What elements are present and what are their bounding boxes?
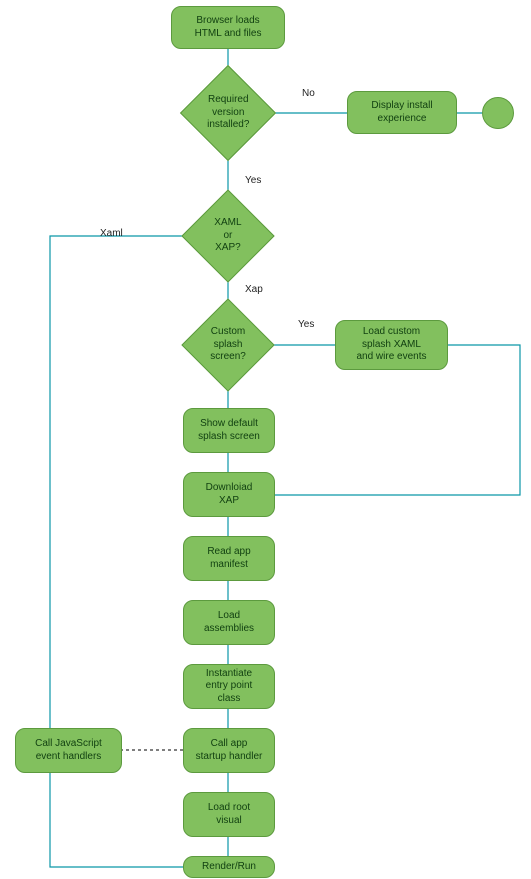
edge-label-l_yes2: Yes (298, 319, 314, 330)
node-n12: Instantiateentry pointclass (183, 664, 275, 709)
node-n3: Display installexperience (347, 91, 457, 134)
node-n6: Customsplashscreen? (181, 298, 274, 391)
node-n8: Show defaultsplash screen (183, 408, 275, 453)
edge-label-l_xaml: Xaml (100, 228, 123, 239)
node-n14: Call JavaScriptevent handlers (15, 728, 122, 773)
node-n13: Call appstartup handler (183, 728, 275, 773)
node-n9: DownloiadXAP (183, 472, 275, 517)
node-label: Display installexperience (371, 100, 432, 125)
node-label: Read appmanifest (207, 546, 250, 571)
node-label: Load rootvisual (208, 802, 250, 827)
node-n5: XAMLorXAP? (181, 189, 274, 282)
node-n2: Requiredversioninstalled? (180, 65, 276, 161)
node-n4 (482, 97, 514, 129)
node-label: Instantiateentry pointclass (206, 668, 253, 706)
node-label: Customsplashscreen? (210, 326, 246, 364)
node-label: Call appstartup handler (196, 738, 263, 763)
node-label: Browser loadsHTML and files (195, 15, 262, 40)
node-n11: Loadassemblies (183, 600, 275, 645)
node-label: Render/Run (202, 861, 256, 874)
edge-label-l_xap: Xap (245, 284, 263, 295)
edge-label-l_yes1: Yes (245, 175, 261, 186)
node-label: XAMLorXAP? (214, 217, 241, 255)
node-label: Load customsplash XAMLand wire events (356, 326, 426, 364)
node-n15: Load rootvisual (183, 792, 275, 837)
edge-label-l_no: No (302, 88, 315, 99)
node-label: Loadassemblies (204, 610, 254, 635)
node-label: Call JavaScriptevent handlers (35, 738, 102, 763)
node-n10: Read appmanifest (183, 536, 275, 581)
node-label: Show defaultsplash screen (198, 418, 260, 443)
node-n16: Render/Run (183, 856, 275, 878)
node-label: Requiredversioninstalled? (207, 94, 249, 132)
node-label: DownloiadXAP (206, 482, 253, 507)
node-n1: Browser loadsHTML and files (171, 6, 285, 49)
node-n7: Load customsplash XAMLand wire events (335, 320, 448, 370)
